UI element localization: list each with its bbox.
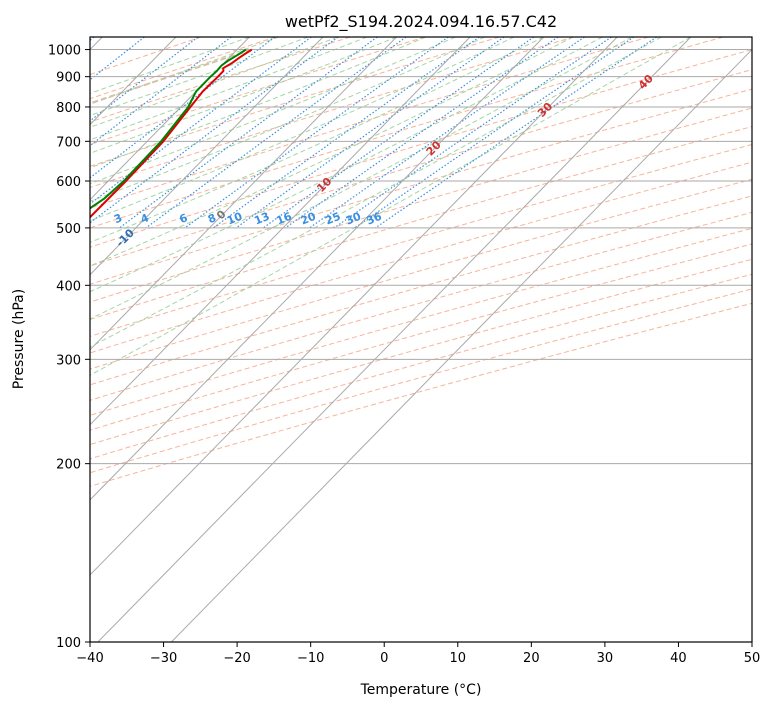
mixing-ratio-line: [90, 37, 312, 205]
y-tick-label: 1000: [48, 44, 81, 59]
dry-adiabat: [90, 37, 724, 229]
isotherm-line: [171, 48, 752, 642]
dry-adiabat: [90, 37, 575, 188]
mixing-ratio-label: 36: [365, 210, 384, 228]
dry-adiabat: [90, 107, 752, 303]
x-tick-label: 40: [670, 651, 687, 666]
x-tick-label: 50: [744, 651, 761, 666]
chart-title: wetPf2_S194.2024.094.16.57.C42: [285, 12, 557, 32]
y-tick-label: 900: [56, 71, 81, 86]
isotherm-line: [90, 37, 324, 276]
isotherm-line: [90, 37, 544, 501]
mixing-ratio-line: [119, 37, 378, 229]
moist-adiabat: [90, 37, 427, 169]
x-tick-label: −40: [76, 651, 103, 666]
y-axis-label: Pressure (hPa): [11, 289, 27, 389]
dry-adiabat: [90, 49, 752, 248]
dry-adiabat: [90, 125, 752, 321]
moist-adiabat: [90, 37, 279, 105]
moist-adiabat: [90, 37, 309, 116]
moist-adiabat: [90, 37, 574, 267]
dry-adiabat: [90, 69, 752, 267]
x-tick-label: −30: [150, 651, 177, 666]
mixing-ratio-label: 20: [299, 210, 318, 228]
mixing-ratio-label: 30: [344, 210, 363, 228]
dry-adiabat: [90, 37, 649, 209]
dry-adiabat: [90, 273, 752, 460]
y-tick-label: 400: [56, 279, 81, 294]
y-tick-label: 200: [56, 458, 81, 473]
moist-adiabat: [90, 37, 515, 222]
dewpoint-trace: [90, 48, 247, 210]
dry-adiabat: [90, 178, 752, 370]
mixing-ratio-label: 25: [323, 210, 342, 228]
mixing-ratio-label: 10: [225, 210, 244, 228]
y-tick-label: 300: [56, 353, 81, 368]
x-axis-label: Temperature (°C): [360, 682, 482, 698]
mixing-ratio-line: [90, 37, 199, 122]
y-tick-label: 700: [56, 135, 81, 150]
moist-adiabat: [90, 37, 250, 94]
mixing-ratio-line: [285, 37, 559, 229]
mixing-ratio-label: 3: [112, 211, 124, 226]
mixing-ratio-line: [90, 37, 276, 179]
x-tick-label: 0: [380, 651, 388, 666]
isotherm-line: [90, 37, 250, 201]
dry-adiabat: [90, 258, 752, 446]
dry-adiabat: [90, 143, 752, 337]
moist-adiabat: [90, 37, 691, 376]
dry-adiabat: [90, 88, 752, 285]
mixing-ratio-line: [90, 37, 339, 224]
dry-adiabats: [90, 37, 752, 487]
sounding-series: [90, 48, 253, 219]
mixing-ratio-label: 13: [252, 210, 271, 228]
x-tick-label: 10: [450, 651, 467, 666]
moist-adiabat: [90, 37, 338, 128]
y-tick-label: 500: [56, 222, 81, 237]
mixing-ratio-line: [262, 37, 535, 229]
x-tick-label: −20: [223, 651, 250, 666]
mixing-ratio-line: [309, 37, 585, 229]
moist-adiabat: [90, 37, 662, 348]
y-tick-label: 600: [56, 175, 81, 190]
isotherms: [90, 37, 752, 642]
x-tick-label: −10: [297, 651, 324, 666]
moist-adiabat: [90, 37, 633, 320]
pressure-gridlines: [90, 49, 752, 642]
dry-adiabat: [90, 288, 752, 474]
dry-adiabat: [90, 37, 351, 123]
dry-adiabat: [90, 211, 752, 401]
y-tick-label: 100: [56, 636, 81, 651]
moist-adiabat: [90, 37, 456, 185]
moist-adiabat: [90, 37, 397, 154]
y-axis-ticks: 100 200 300 400 500 600 700 800 900 1000: [48, 44, 90, 651]
dry-adiabat: [90, 243, 752, 431]
mixing-ratio-label: 16: [275, 210, 294, 228]
temperature-trace: [90, 48, 253, 219]
moist-adiabat: [90, 37, 603, 293]
isotherm-line: [90, 37, 471, 426]
mixing-ratio-line: [354, 37, 635, 229]
isotherm-line: [90, 37, 618, 576]
x-axis-ticks: −40 −30 −20 −10 0 10 20 30 40 50: [76, 642, 760, 666]
isotherm-line: [90, 37, 397, 351]
y-tick-label: 800: [56, 101, 81, 116]
mixing-ratio-line: [184, 37, 449, 229]
mixing-ratio-line: [90, 37, 232, 147]
x-tick-label: 20: [523, 651, 540, 666]
isotherm-line: [97, 37, 692, 642]
x-tick-label: 30: [597, 651, 614, 666]
mixing-ratio-label: 8: [206, 211, 218, 226]
dry-adiabat: [90, 302, 752, 487]
dry-adiabat: [90, 227, 752, 416]
plot-frame: [89, 36, 753, 643]
